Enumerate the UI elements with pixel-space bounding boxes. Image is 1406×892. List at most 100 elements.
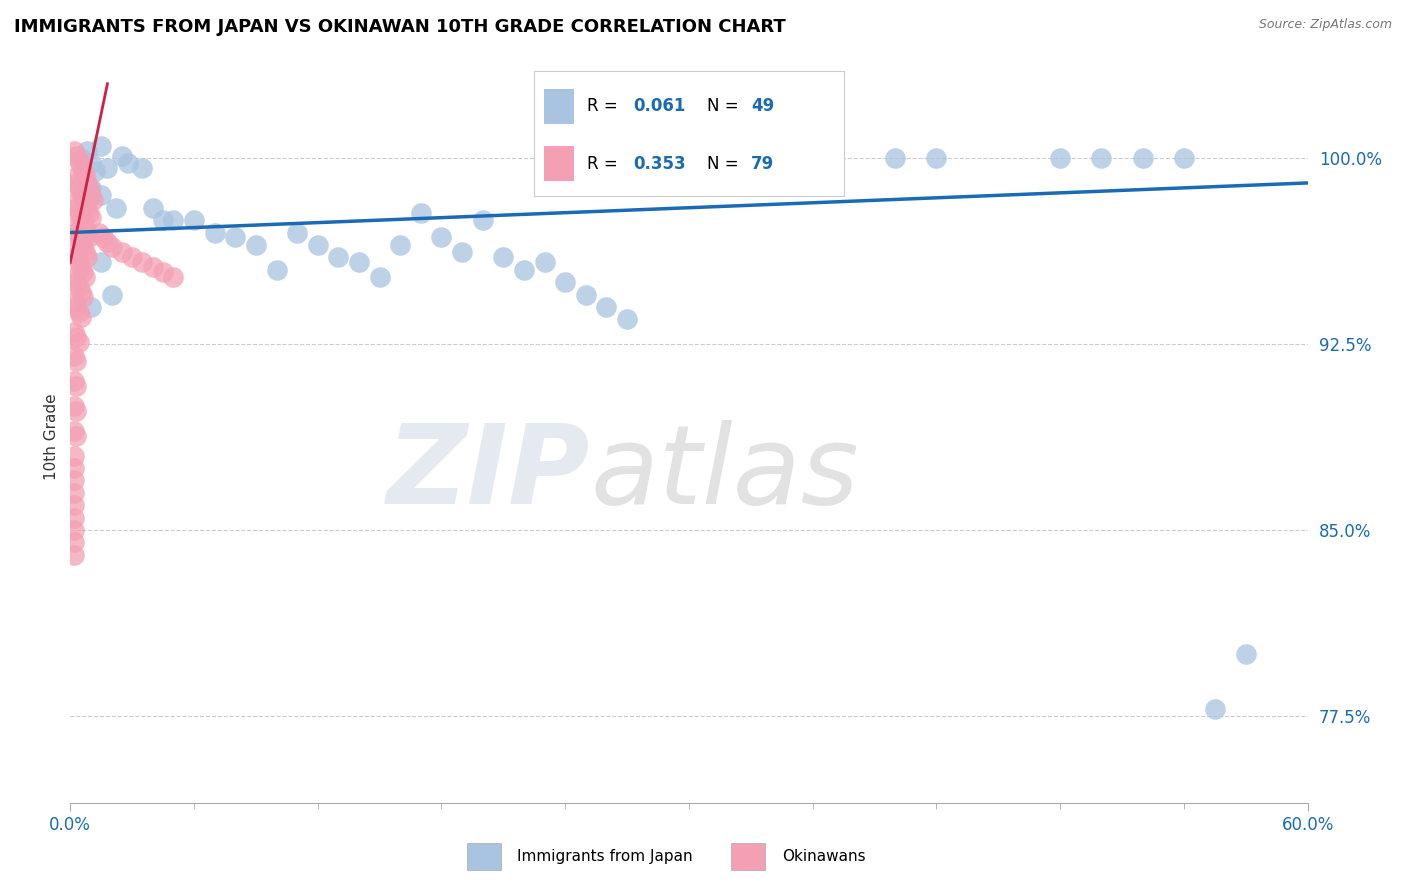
Point [224,230,246,244]
Point [117,156,139,170]
Point [63,195,86,210]
Point [73,195,96,210]
Point [595,300,617,314]
Point [80,211,103,225]
Point [80,156,103,170]
Point [73,270,96,285]
Point [121,250,143,264]
Point [65,354,87,368]
Point [90,138,112,153]
Point [162,270,184,285]
Point [65,275,87,289]
Point [67,153,90,168]
Point [63,295,86,310]
Text: N =: N = [707,155,744,173]
Text: IMMIGRANTS FROM JAPAN VS OKINAWAN 10TH GRADE CORRELATION CHART: IMMIGRANTS FROM JAPAN VS OKINAWAN 10TH G… [14,18,786,36]
Bar [731,843,765,870]
Point [65,329,87,343]
Text: 0.061: 0.061 [633,97,686,115]
Point [91,230,114,244]
Point [67,230,90,244]
Text: R =: R = [586,97,623,115]
Y-axis label: 10th Grade: 10th Grade [44,393,59,481]
Point [245,238,267,252]
Point [63,399,86,413]
Point [554,275,576,289]
Point [73,245,96,260]
Point [430,230,453,244]
Point [285,226,308,240]
Point [82,194,104,208]
Point [72,163,94,178]
Point [63,144,86,158]
Point [73,220,96,235]
Text: Source: ZipAtlas.com: Source: ZipAtlas.com [1258,18,1392,31]
Point [925,151,948,165]
Point [69,260,91,275]
Point [266,262,288,277]
Bar [544,89,575,124]
Text: N =: N = [707,97,744,115]
Point [96,235,118,250]
Point [616,312,638,326]
Point [76,201,98,215]
Point [76,176,98,190]
Point [823,151,845,165]
Point [76,250,98,264]
Point [533,255,555,269]
Point [63,461,86,475]
Point [90,255,112,269]
Point [63,171,86,186]
Point [1132,151,1154,165]
Point [162,213,184,227]
Point [77,230,100,244]
Bar [467,843,501,870]
Bar [544,146,575,181]
Point [471,213,494,227]
Point [72,240,94,254]
Point [63,270,86,285]
Point [451,245,474,260]
Point [63,510,86,524]
Point [84,163,107,178]
Point [63,498,86,512]
Point [131,255,153,269]
Point [575,287,598,301]
Point [72,216,94,230]
Point [328,250,350,264]
Point [1204,701,1226,715]
Point [65,250,87,264]
Point [63,374,86,388]
Point [69,235,91,250]
Point [69,159,91,173]
Point [492,250,515,264]
Point [67,205,90,219]
Point [409,205,432,219]
Point [142,260,165,275]
Point [69,310,91,324]
Point [513,262,536,277]
Point [100,240,122,254]
Point [69,211,91,225]
Point [69,151,91,165]
Point [63,325,86,339]
Point [111,245,134,260]
Point [131,161,153,175]
Point [63,548,86,562]
Point [65,201,87,215]
Point [347,255,370,269]
Point [152,265,174,279]
Point [72,290,94,304]
Point [63,449,86,463]
Point [67,280,90,294]
Point [63,486,86,500]
Point [63,474,86,488]
Point [77,205,100,219]
Point [67,255,90,269]
Point [152,213,174,227]
Point [63,535,86,549]
Text: Okinawans: Okinawans [782,849,865,863]
Point [65,429,87,443]
Point [65,226,87,240]
Point [65,379,87,393]
